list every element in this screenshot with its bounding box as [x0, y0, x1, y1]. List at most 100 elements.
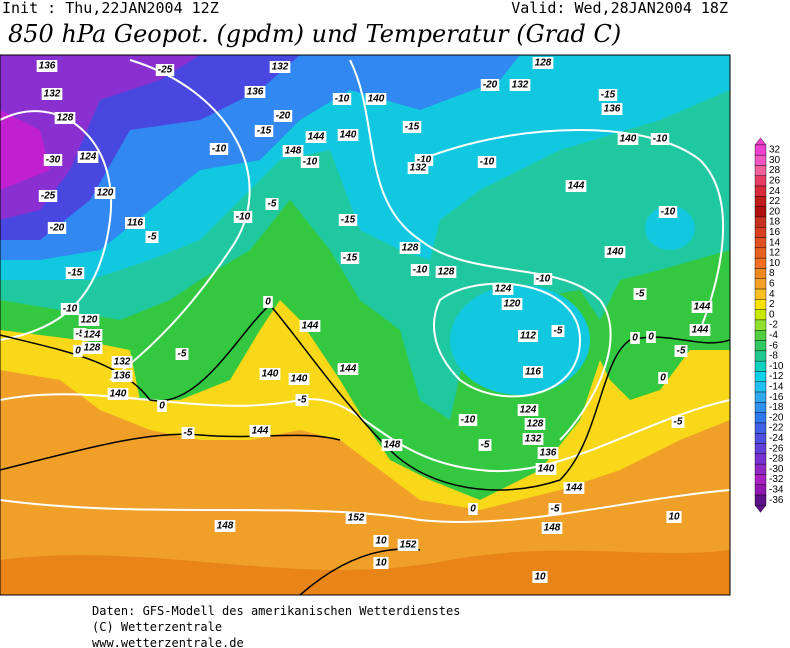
- colorbar-swatch: [754, 154, 767, 166]
- colorbar-label: 28: [769, 165, 781, 176]
- map: [0, 55, 730, 595]
- contour-label-box: [501, 298, 523, 310]
- colorbar-swatch: [754, 309, 767, 321]
- contour-label: 124: [495, 284, 512, 295]
- contour-label: -5: [481, 440, 490, 451]
- contour-label: 0: [75, 346, 81, 357]
- contour-label-box: [548, 503, 562, 515]
- contour-label-box: [551, 325, 565, 337]
- contour-label: -5: [76, 329, 85, 340]
- colorbar-label: 30: [769, 155, 781, 166]
- contour-label: 144: [566, 483, 583, 494]
- contour-label: 152: [400, 540, 417, 551]
- contour-label-box: [598, 89, 618, 101]
- colorbar-swatch: [754, 340, 767, 352]
- contour-label: -5: [674, 417, 683, 428]
- contour-label-box: [345, 512, 367, 524]
- contour-label-box: [78, 314, 100, 326]
- colorbar-label: -26: [769, 443, 784, 454]
- contour-label-box: [300, 156, 320, 168]
- contour-label: -20: [50, 223, 65, 234]
- contour-label-box: [397, 539, 419, 551]
- contour-label-box: [77, 151, 99, 163]
- colorbar-label: 20: [769, 206, 781, 217]
- colorbar-label: -6: [769, 340, 778, 351]
- colorbar-swatch: [754, 268, 767, 279]
- contour-label-box: [43, 154, 63, 166]
- contour-label-box: [60, 303, 80, 315]
- contour-label: 10: [375, 558, 387, 569]
- colorbar-swatch: [754, 288, 767, 300]
- colorbar-label: -18: [769, 402, 784, 413]
- colorbar-label: 16: [769, 227, 781, 238]
- contour-label: -5: [551, 504, 560, 515]
- contour-label-box: [254, 125, 274, 137]
- contour-label: -10: [212, 144, 227, 155]
- contour-label-box: [630, 332, 640, 344]
- contour-label: 120: [81, 315, 98, 326]
- contour-label-box: [175, 348, 189, 360]
- map-labels: 136 -25 132 136 128 -20 132 -15 136 132 128 -10 140 -…: [36, 57, 713, 583]
- contour-label-box: [259, 368, 281, 380]
- contour-label-box: [691, 301, 713, 313]
- colorbar-label: -14: [769, 382, 784, 393]
- colorbar-label: -16: [769, 392, 784, 403]
- colorbar-label: 0: [769, 309, 775, 320]
- contour-label-box: [666, 511, 682, 523]
- contour-label: 148: [544, 523, 561, 534]
- contour-label-box: [650, 133, 670, 145]
- contour-label: 140: [291, 374, 308, 385]
- contour-label-box: [480, 79, 500, 91]
- colorbar-label: -10: [769, 361, 784, 372]
- contour-label: 144: [340, 364, 357, 375]
- colorbar-label: 32: [769, 145, 781, 156]
- colorbar-label: 6: [769, 279, 775, 290]
- contour-label-box: [689, 324, 711, 336]
- contour-label: 136: [247, 87, 264, 98]
- contour-label-box: [54, 112, 76, 124]
- contour-label-box: [373, 535, 389, 547]
- contour-label-box: [492, 283, 514, 295]
- contour-label-box: [38, 190, 58, 202]
- contour-label-box: [269, 61, 291, 73]
- contour-label-box: [365, 93, 387, 105]
- colorbar-label: -30: [769, 464, 784, 475]
- contour-label: -15: [257, 126, 272, 137]
- map-title: 850 hPa Geopot. (gpdm) und Temperatur (G…: [8, 20, 621, 48]
- contour-label-box: [524, 418, 546, 430]
- contour-label: 140: [340, 130, 357, 141]
- contour-label: 120: [97, 188, 114, 199]
- contour-label-box: [47, 222, 67, 234]
- contour-label: 0: [660, 373, 666, 384]
- colorbar-label: -32: [769, 474, 784, 485]
- contour-label-box: [523, 366, 543, 378]
- contour-label: 0: [159, 401, 165, 412]
- colorbar-swatch: [754, 216, 767, 228]
- contour-label-box: [94, 187, 116, 199]
- colorbar-swatch: [754, 247, 767, 259]
- colorbar-swatch: [754, 474, 767, 485]
- contour-label: 0: [470, 504, 476, 515]
- contour-label: 152: [348, 513, 365, 524]
- colorbar-label: -24: [769, 433, 784, 444]
- contour-label-box: [265, 198, 279, 210]
- contour-label-box: [273, 110, 293, 122]
- contour-label-box: [338, 214, 358, 226]
- colorbar-label: 24: [769, 186, 781, 197]
- colorbar-label: 22: [769, 196, 781, 207]
- init-time: Init : Thu,22JAN2004 12Z: [2, 0, 219, 17]
- contour-label-box: [244, 86, 266, 98]
- contour-label: 128: [535, 58, 552, 69]
- contour-label: 10: [375, 536, 387, 547]
- contour-label-box: [402, 121, 422, 133]
- colorbar-swatch: [754, 227, 767, 238]
- colorbar-swatch: [754, 412, 767, 424]
- contour-label: 140: [262, 369, 279, 380]
- colorbar-swatch: [754, 165, 767, 176]
- contour-label: 136: [114, 371, 131, 382]
- valid-time: Valid: Wed,28JAN2004 18Z: [511, 0, 728, 17]
- contour-label: 0: [265, 297, 271, 308]
- contour-label: 116: [525, 367, 541, 378]
- contour-label-box: [458, 414, 478, 426]
